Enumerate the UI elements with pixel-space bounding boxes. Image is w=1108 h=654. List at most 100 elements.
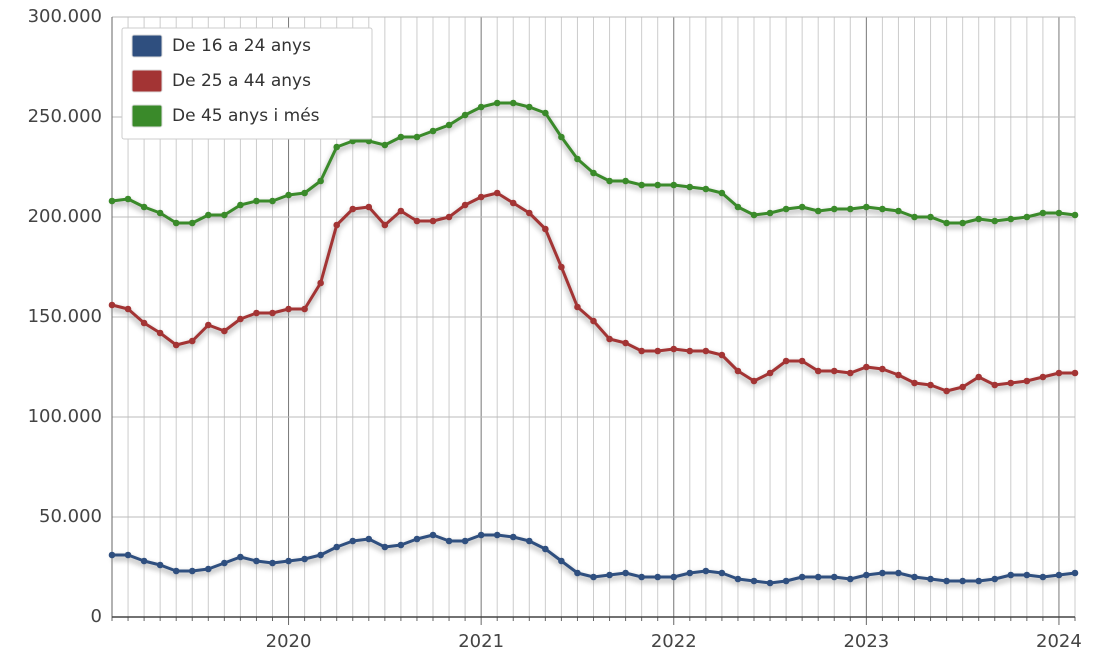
point [108,551,116,559]
point [590,317,597,325]
point [670,345,678,353]
point [542,225,549,233]
point [654,347,661,355]
point [429,127,437,135]
point [959,383,966,391]
y-tick-label: 300.000 [28,6,102,27]
legend-swatch [131,69,163,93]
point [670,573,678,581]
point [1007,379,1015,387]
point [702,185,710,193]
legend-swatch [131,104,163,128]
point [927,381,934,389]
point [1007,215,1015,223]
point [798,357,806,365]
y-tick-label: 50.000 [39,506,102,527]
point [766,579,774,587]
point [381,543,389,551]
point [317,177,324,185]
point [991,217,999,225]
legend-label: De 25 a 44 anys [172,71,311,91]
point [526,537,533,545]
point [991,575,999,583]
point [124,305,132,313]
point [895,371,902,379]
point [445,213,453,221]
point [237,553,244,561]
point [172,341,180,349]
point [895,569,902,577]
point [349,537,357,545]
point [590,169,597,177]
x-tick-label: 2022 [651,631,697,652]
point [782,357,790,365]
point [638,573,645,581]
point [156,561,164,569]
point [253,197,260,205]
point [782,205,790,213]
point [333,143,341,151]
point [317,279,324,287]
point [509,99,517,107]
point [1023,571,1031,579]
point [1039,573,1047,581]
point [1055,209,1063,217]
point [750,211,758,219]
point [638,181,645,189]
point [461,537,469,545]
point [654,181,661,189]
point [413,133,421,141]
point [124,551,132,559]
point [622,177,629,185]
point [1039,209,1047,217]
point [879,569,886,577]
point [590,573,597,581]
point [221,327,228,335]
point [108,301,116,309]
point [558,133,565,141]
point [606,335,613,343]
point [221,211,228,219]
point [1007,571,1015,579]
point [221,559,228,567]
point [702,567,710,575]
point [156,329,164,337]
point [750,577,758,585]
point [718,351,726,359]
point [477,103,485,111]
point [445,121,453,129]
point [205,211,212,219]
point [285,191,292,199]
point [509,533,517,541]
legend-label: De 16 a 24 anys [172,36,311,56]
y-tick-label: 100.000 [28,406,102,427]
x-tick-label: 2024 [1036,631,1082,652]
point [1071,369,1079,377]
grid: 2020 2021 2022 2023 2024 0 50.000 100.000 150.00… [28,6,1082,652]
point [140,319,148,327]
point [927,213,934,221]
x-tick-label: 2020 [266,631,312,652]
point [461,111,469,119]
point [1055,571,1063,579]
point [943,219,950,227]
point [991,381,999,389]
point [734,203,742,211]
point [734,575,742,583]
point [237,315,244,323]
point [686,347,694,355]
point [622,569,629,577]
point [140,203,148,211]
point [975,373,982,381]
point [365,535,373,543]
point [526,103,533,111]
point [285,557,292,565]
point [638,347,645,355]
point [686,183,694,191]
point [718,569,726,577]
point [301,555,308,563]
point [975,215,982,223]
point [863,363,870,371]
point [606,571,613,579]
legend: De 16 a 24 anys De 25 a 44 anys De 45 anys… [121,27,373,140]
